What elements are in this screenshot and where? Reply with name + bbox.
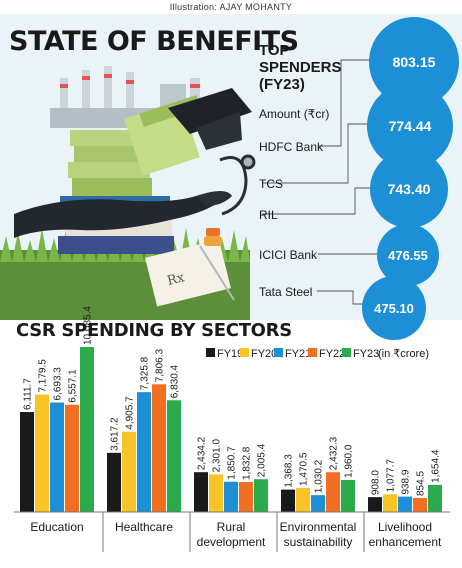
leader-lines (262, 59, 382, 305)
bar-value-label: 2,301.0 (212, 439, 223, 473)
legend-label: FY22 (319, 348, 345, 360)
bar (413, 498, 427, 512)
bar (107, 452, 121, 512)
bar (281, 489, 295, 512)
bar (152, 384, 166, 512)
bar (209, 474, 223, 512)
company-name: RIL (259, 208, 278, 222)
spender-bubble: 475.10 (362, 276, 426, 340)
bar-value-label: 1,470.5 (299, 452, 310, 486)
main-title: STATE OF BENEFITS (9, 26, 299, 57)
top-spenders-title: TOP SPENDERS (FY23) (259, 42, 342, 93)
company-name: TCS (259, 177, 283, 191)
bar (194, 472, 208, 512)
legend-swatch (342, 348, 351, 357)
legend-label: FY20 (251, 348, 277, 360)
category-label: enhancement (369, 535, 442, 549)
bar-value-label: 4,905.7 (125, 396, 136, 430)
bar-value-label: 6,111.7 (23, 378, 34, 410)
bar (167, 400, 181, 512)
graduation-cap-icon (168, 88, 252, 150)
bar (50, 402, 64, 512)
bar (254, 479, 268, 512)
legend-label: FY21 (285, 348, 311, 360)
company-name: Tata Steel (259, 285, 313, 299)
bar (398, 496, 412, 512)
bar-value-label: 7,325.8 (140, 356, 151, 390)
category-label: Healthcare (115, 520, 173, 534)
bar (20, 412, 34, 512)
bar-value-label: 908.0 (371, 470, 382, 495)
bar-value-label: 3,617.2 (110, 417, 121, 451)
bar (239, 482, 253, 512)
bar-value-label: 938.9 (401, 469, 412, 494)
bar-value-label: 1,960.0 (344, 444, 355, 478)
company-name: ICICI Bank (259, 248, 318, 262)
legend-swatch (308, 348, 317, 357)
bar-value-label: 2,432.3 (329, 436, 340, 470)
chart-title: CSR SPENDING BY SECTORS (16, 320, 292, 341)
category-label: Rural (217, 520, 246, 534)
bar (65, 404, 79, 512)
hand-icon (14, 191, 232, 238)
bar-value-label: 6,830.4 (170, 364, 181, 398)
category-label: sustainability (284, 535, 353, 549)
bar (224, 481, 238, 512)
bar-value-label: 2,434.2 (197, 436, 208, 470)
legend-label: FY19 (217, 348, 243, 360)
bar-value-label: 1,368.3 (284, 454, 295, 488)
bar-value-label: 10,085.4 (83, 306, 94, 345)
bar-value-label: 1,654.4 (431, 449, 442, 483)
company-name: HDFC Bank (259, 140, 324, 154)
bar-value-label: 1,077.7 (386, 459, 397, 493)
prescription-icon: Rx (145, 228, 235, 307)
csr-illustration: Rx (0, 66, 256, 320)
bar-value-label: 1,832.8 (242, 446, 253, 480)
category-label: Environmental (280, 520, 357, 534)
stethoscope-icon (219, 154, 256, 216)
category-label: Livelihood (378, 520, 432, 534)
spender-bubble: 476.55 (377, 224, 439, 286)
svg-text:Rx: Rx (166, 270, 187, 289)
spender-bubble: 743.40 (370, 150, 448, 228)
bar-value-label: 7,806.3 (155, 348, 166, 382)
category-label: development (197, 535, 266, 549)
amount-label: Amount (₹cr) (259, 107, 330, 121)
bar-value-label: 6,693.3 (53, 367, 64, 401)
bar-value-label: 1,850.7 (227, 446, 238, 480)
bar-value-label: 1,030.2 (314, 459, 325, 493)
bar-value-label: 7,179.5 (38, 359, 49, 393)
bar (341, 479, 355, 512)
bar (368, 497, 382, 512)
bar (296, 487, 310, 512)
bar (311, 495, 325, 512)
illustration-credit: Illustration: AJAY MOHANTY (169, 2, 293, 12)
bar (326, 472, 340, 512)
bar (80, 347, 94, 512)
bar (137, 392, 151, 512)
bar (122, 431, 136, 512)
bar-value-label: 2,005.4 (257, 443, 268, 477)
bar (35, 394, 49, 512)
bar (383, 494, 397, 512)
legend-swatch (274, 348, 283, 357)
legend-swatch (240, 348, 249, 357)
bar-value-label: 6,557.1 (68, 369, 79, 403)
category-label: Education (30, 520, 83, 534)
bar (428, 484, 442, 512)
bar-value-label: 854.5 (416, 471, 427, 496)
legend-unit: (in ₹crore) (378, 348, 429, 360)
legend-swatch (206, 348, 215, 357)
legend-label: FY23 (353, 348, 379, 360)
